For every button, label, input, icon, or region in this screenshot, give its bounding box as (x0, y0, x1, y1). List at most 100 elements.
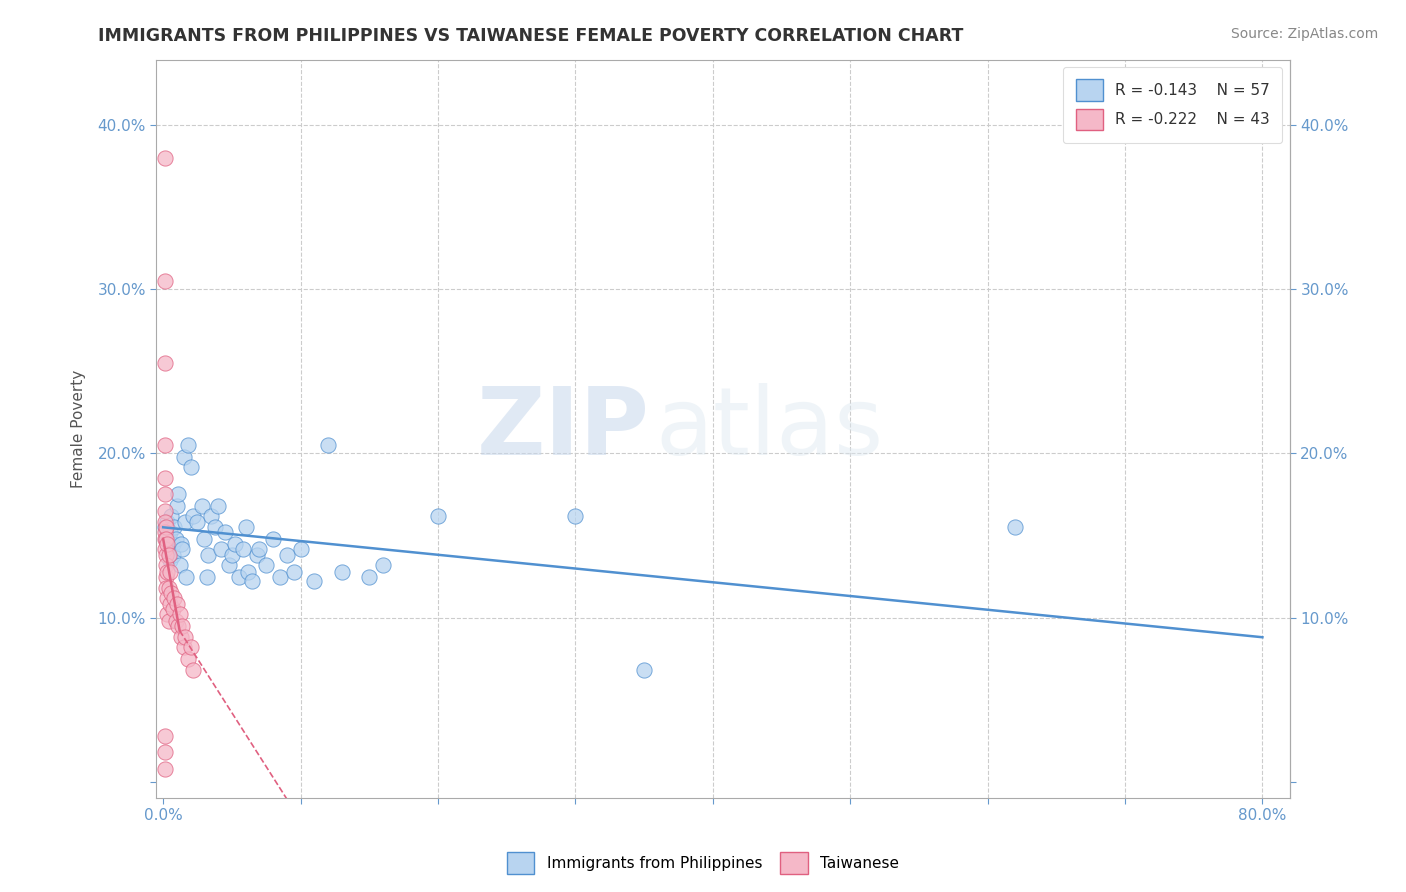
Point (174, 630, 197, 644)
Point (153, 516, 176, 530)
Point (174, 516, 197, 530)
Point (316, 438, 339, 452)
Point (169, 607, 191, 622)
Point (163, 520, 186, 534)
Point (235, 520, 257, 534)
Point (176, 569, 198, 583)
Point (207, 499, 229, 513)
Point (242, 574, 264, 589)
Text: Source: ZipAtlas.com: Source: ZipAtlas.com (1230, 27, 1378, 41)
Point (290, 541, 312, 556)
Point (177, 438, 200, 452)
Point (159, 553, 181, 567)
Point (214, 525, 236, 540)
Point (157, 548, 180, 562)
Text: IMMIGRANTS FROM PHILIPPINES VS TAIWANESE FEMALE POVERTY CORRELATION CHART: IMMIGRANTS FROM PHILIPPINES VS TAIWANESE… (98, 27, 963, 45)
Point (153, 274, 176, 288)
Point (155, 569, 177, 583)
Point (228, 569, 250, 583)
Point (153, 471, 176, 485)
Point (269, 569, 291, 583)
Point (180, 640, 202, 654)
Point (155, 558, 177, 572)
Point (167, 487, 190, 501)
Point (155, 520, 177, 534)
Y-axis label: Female Poverty: Female Poverty (72, 369, 86, 488)
Point (159, 525, 181, 540)
Point (218, 558, 240, 572)
Point (173, 640, 195, 654)
Point (165, 614, 187, 628)
Point (162, 602, 184, 616)
Point (165, 532, 187, 546)
Point (177, 651, 200, 665)
Point (162, 548, 184, 562)
Point (186, 516, 208, 530)
Point (304, 574, 326, 589)
Point (155, 532, 177, 546)
Point (195, 569, 218, 583)
Point (153, 525, 176, 540)
Point (155, 532, 177, 546)
Point (153, 520, 176, 534)
Legend: Immigrants from Philippines, Taiwanese: Immigrants from Philippines, Taiwanese (501, 846, 905, 880)
Point (157, 581, 180, 595)
Point (153, 745, 176, 759)
Point (153, 151, 176, 165)
Point (1004, 520, 1026, 534)
Point (157, 541, 180, 556)
Point (157, 614, 180, 628)
Point (160, 586, 183, 600)
Point (153, 504, 176, 518)
Point (173, 450, 195, 464)
Point (262, 532, 284, 546)
Point (633, 663, 655, 677)
Text: ZIP: ZIP (477, 383, 650, 475)
Point (153, 541, 176, 556)
Point (153, 438, 176, 452)
Point (238, 565, 260, 579)
Point (153, 729, 176, 743)
Point (167, 619, 190, 633)
Point (197, 548, 219, 562)
Point (166, 499, 188, 513)
Point (170, 630, 193, 644)
Point (166, 598, 188, 612)
Point (204, 520, 226, 534)
Point (170, 537, 193, 551)
Point (359, 569, 381, 583)
Point (209, 541, 232, 556)
Point (564, 508, 586, 523)
Point (153, 356, 176, 370)
Point (221, 548, 243, 562)
Point (156, 516, 179, 530)
Point (162, 537, 184, 551)
Point (155, 581, 177, 595)
Point (183, 508, 205, 523)
Legend: R = -0.143    N = 57, R = -0.222    N = 43: R = -0.143 N = 57, R = -0.222 N = 43 (1063, 67, 1282, 143)
Text: atlas: atlas (655, 383, 883, 475)
Point (156, 607, 179, 622)
Point (153, 532, 176, 546)
Point (172, 541, 194, 556)
Point (371, 558, 394, 572)
Point (190, 499, 212, 513)
Point (155, 548, 177, 562)
Point (156, 537, 179, 551)
Point (254, 558, 277, 572)
Point (153, 762, 176, 776)
Point (245, 548, 267, 562)
Point (172, 619, 194, 633)
Point (426, 508, 449, 523)
Point (283, 565, 305, 579)
Point (159, 598, 181, 612)
Point (163, 591, 186, 605)
Point (193, 532, 215, 546)
Point (169, 558, 191, 572)
Point (160, 508, 183, 523)
Point (183, 663, 205, 677)
Point (156, 565, 179, 579)
Point (247, 541, 270, 556)
Point (232, 541, 254, 556)
Point (156, 591, 179, 605)
